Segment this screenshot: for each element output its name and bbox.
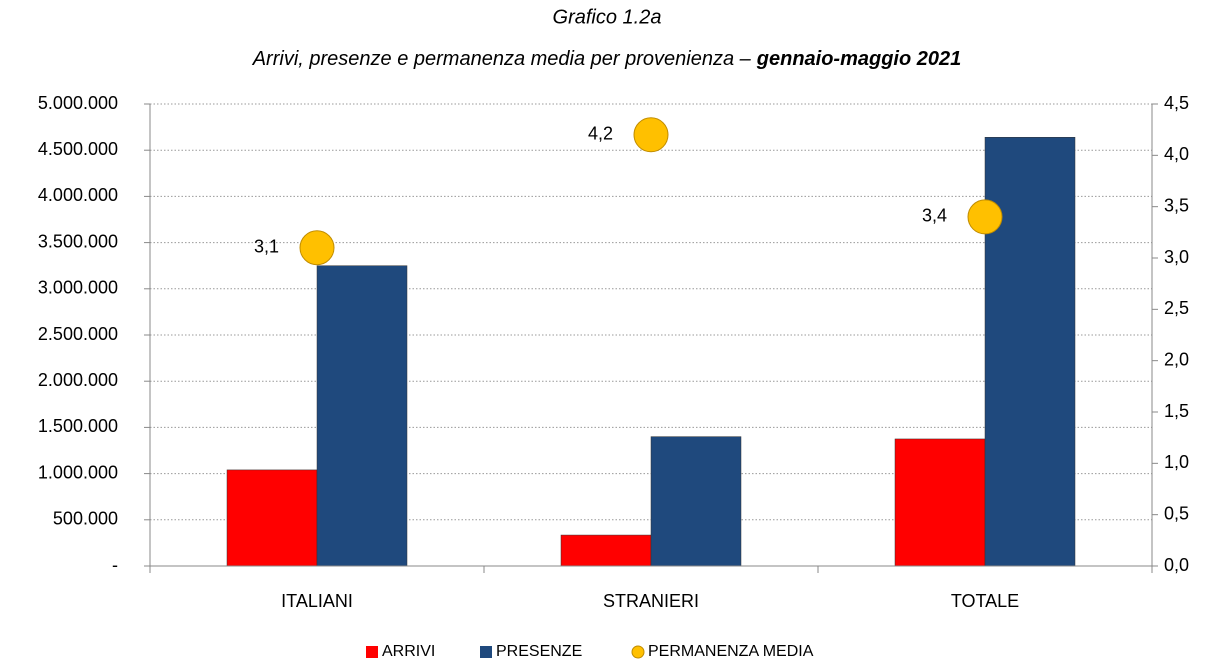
x-tick-label: ITALIANI xyxy=(281,591,353,611)
legend-marker xyxy=(480,646,492,658)
data-label: 4,2 xyxy=(588,124,613,144)
y-tick-label: - xyxy=(112,555,118,575)
y2-tick-label: 1,0 xyxy=(1164,452,1189,472)
y2-tick-label: 4,0 xyxy=(1164,144,1189,164)
x-tick-label: STRANIERI xyxy=(603,591,699,611)
y2-tick-label: 3,5 xyxy=(1164,195,1189,215)
y2-tick-label: 2,0 xyxy=(1164,349,1189,369)
bar xyxy=(984,137,1076,567)
legend-marker xyxy=(366,646,378,658)
y-tick-label: 5.000.000 xyxy=(38,93,118,113)
y-tick-label: 4.500.000 xyxy=(38,139,118,159)
chart-subtitle: Arrivi, presenze e permanenza media per … xyxy=(252,48,962,70)
legend-label: PERMANENZA MEDIA xyxy=(648,643,814,660)
chart-title: Grafico 1.2a xyxy=(553,6,662,28)
y-tick-label: 4.000.000 xyxy=(38,185,118,205)
legend-label: ARRIVI xyxy=(382,643,435,660)
bar xyxy=(650,436,742,567)
y-tick-label: 2.000.000 xyxy=(38,370,118,390)
legend-marker xyxy=(631,645,645,659)
bar xyxy=(894,438,986,567)
legend-label: PRESENZE xyxy=(496,643,582,660)
y2-tick-label: 4,5 xyxy=(1164,93,1189,113)
data-label: 3,1 xyxy=(254,236,279,256)
y2-tick-label: 0,0 xyxy=(1164,555,1189,575)
subtitle-emphasis: gennaio-maggio 2021 xyxy=(756,48,962,70)
y-tick-label: 2.500.000 xyxy=(38,324,118,344)
marker xyxy=(633,117,669,153)
y-tick-label: 3.500.000 xyxy=(38,231,118,251)
y2-tick-label: 1,5 xyxy=(1164,401,1189,421)
y-tick-label: 1.000.000 xyxy=(38,462,118,482)
y2-tick-label: 0,5 xyxy=(1164,503,1189,523)
x-tick-label: TOTALE xyxy=(951,591,1019,611)
bar xyxy=(316,265,408,567)
y-tick-label: 500.000 xyxy=(53,509,118,529)
marker xyxy=(967,199,1003,235)
marker xyxy=(299,230,335,266)
bar xyxy=(226,469,318,567)
bar xyxy=(560,534,652,567)
y2-tick-label: 3,0 xyxy=(1164,247,1189,267)
data-label: 3,4 xyxy=(922,206,947,226)
y-tick-label: 3.000.000 xyxy=(38,278,118,298)
y2-tick-label: 2,5 xyxy=(1164,298,1189,318)
subtitle-text: Arrivi, presenze e permanenza media per … xyxy=(252,48,752,70)
y-tick-label: 1.500.000 xyxy=(38,416,118,436)
